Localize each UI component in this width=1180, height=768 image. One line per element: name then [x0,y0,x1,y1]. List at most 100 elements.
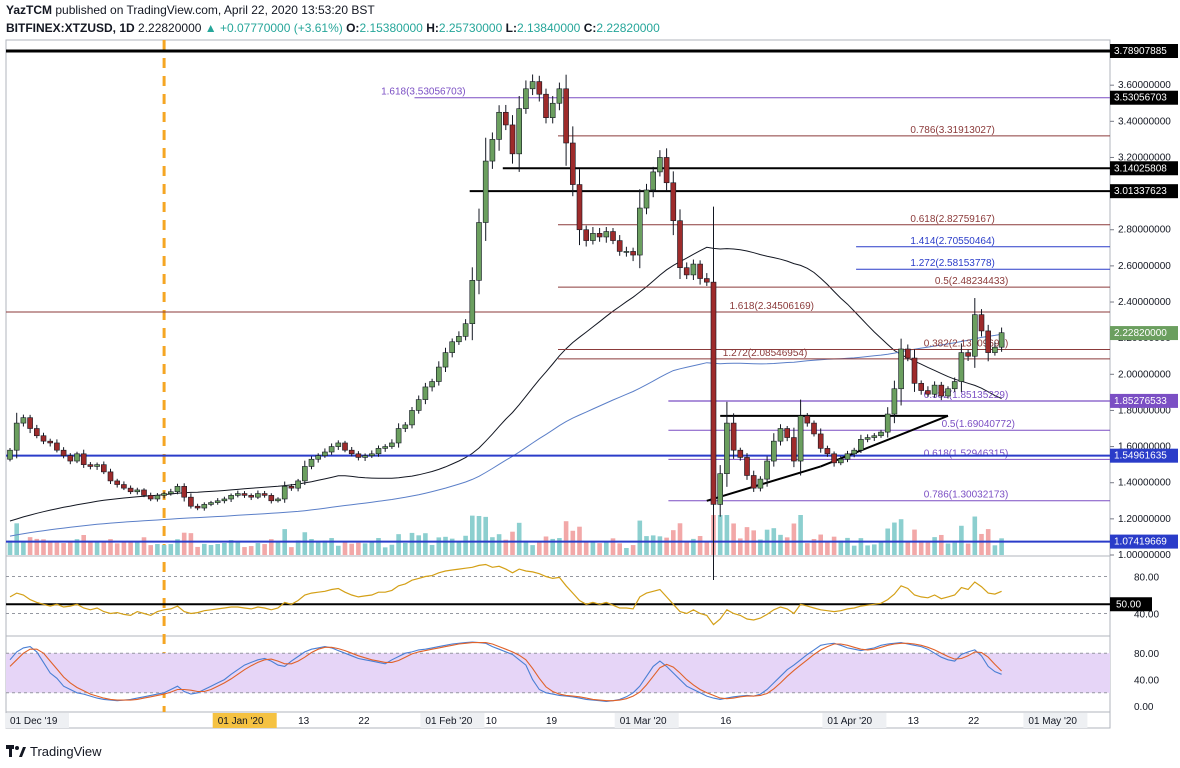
candle-body [992,346,998,353]
volume-bar [751,530,756,555]
volume-bar [429,544,435,555]
candle-body [871,435,878,438]
volume-bar [255,543,261,555]
volume-bar [315,541,321,555]
candle-body [791,437,797,462]
candle-body [188,496,194,507]
time-label-box [822,713,887,728]
volume-bar [54,542,60,555]
volume-bar [516,522,522,555]
volume-bar [684,541,689,555]
level-text: 0.5(2.48234433) [935,276,1008,287]
volume-bar [409,532,415,555]
volume-bar [932,537,937,555]
volume-bar [717,515,723,555]
candle-body [94,464,100,467]
rsi-tick-label: 80.00 [1134,573,1159,584]
volume-bar [657,536,663,555]
tradingview-brand[interactable]: TradingView [30,744,102,759]
candle-body [777,428,784,442]
level-text: 1.272(2.58153778) [910,258,995,269]
volume-bar [423,533,428,555]
candle-body [389,442,395,447]
volume-bar [791,523,797,555]
stoch-band [6,653,1110,693]
volume-bar [644,536,649,555]
candle-body [724,422,730,474]
time-axis-label: 01 Dec '19 [10,716,58,727]
volume-bar [523,540,529,555]
volume-bar [597,543,602,555]
volume-bar [831,536,837,555]
time-axis-label: 01 Jan '20 [218,716,264,727]
candle-body [60,449,67,456]
volume-bar [235,541,241,555]
candle-body [395,428,402,444]
candle-body [509,124,516,155]
tradingview-logo-icon [6,744,26,757]
level-text: 0.382(1.85135229) [924,390,1009,401]
candle-body [221,498,228,502]
candle-body [161,493,167,496]
candle-body [837,458,844,464]
candle-body [328,446,335,453]
last-price-tag [1110,326,1178,341]
candle-body [590,233,596,241]
volume-bar [818,534,823,555]
candle-body [737,449,744,458]
candle-body [945,388,951,397]
volume-bar [114,543,120,555]
candle-body [301,466,308,482]
volume-bar [530,545,535,555]
candle-body [308,458,315,467]
volume-bar [128,541,133,555]
candle-body [643,189,650,209]
volume-bar [369,542,375,555]
volume-bar [108,539,113,555]
candle-body [435,366,442,382]
candle-body [415,399,422,411]
candle-body [757,478,764,489]
volume-bar [704,540,710,555]
volume-bar [21,542,26,555]
symbol-label[interactable]: BITFINEX:XTZUSD, 1D [6,21,135,35]
volume-bar [784,537,790,555]
candle-body [824,448,831,455]
volume-bar [952,542,957,555]
level-price-tag [1110,161,1178,176]
candle-body [556,88,563,104]
time-axis-label: 22 [968,716,980,727]
level-price-tag [1110,44,1178,59]
candle-body [563,88,569,144]
volume-bar [637,520,643,555]
level-price-tag [1110,393,1178,408]
volume-bar [41,539,46,555]
candle-body [925,390,931,395]
volume-bar [34,538,40,555]
candle-body [502,111,509,126]
volume-bar [731,523,736,555]
volume-bar [624,548,629,555]
candle-body [456,336,462,343]
close-value: 2.22820000 [596,21,660,35]
level-text: 0.618(1.52946315) [924,448,1009,459]
volume-bar [590,542,596,555]
price-tick-label: 3.40000000 [1118,116,1171,127]
candle-body [54,442,60,451]
stoch-tick-label: 40.00 [1134,676,1159,687]
time-label-highlight [212,713,277,728]
candle-body [181,486,187,498]
candle-body [677,220,683,268]
candle-body [636,207,643,256]
volume-bar [724,515,730,555]
time-axis-label: 01 Feb '20 [425,716,472,727]
candle-body [971,314,978,357]
volume-bar [443,536,448,555]
candle-body [616,240,623,252]
volume-bar [215,543,220,555]
level-price-tag-text: 3.01337623 [1114,186,1167,197]
time-axis-label: 13 [298,716,310,727]
author-name[interactable]: YazTCM [6,3,53,17]
level-price-tag-text: 1.07419669 [1114,537,1167,548]
